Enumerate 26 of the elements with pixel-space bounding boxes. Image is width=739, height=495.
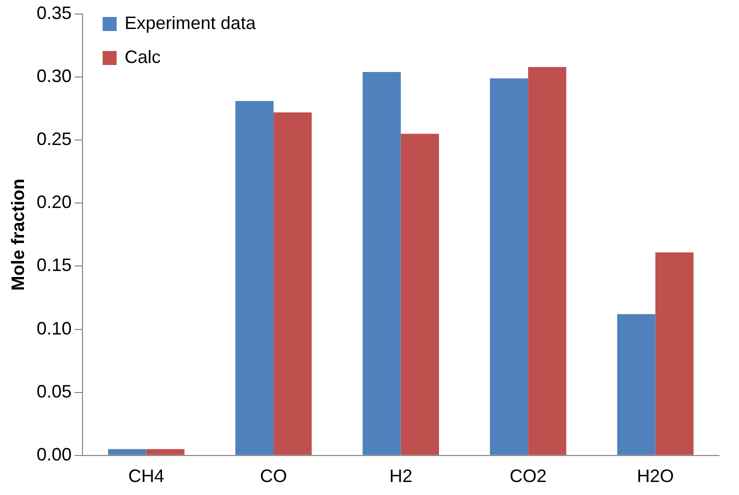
y-tick-label: 0.15 bbox=[36, 255, 72, 276]
x-tick-label: CO2 bbox=[510, 466, 547, 486]
bar bbox=[362, 72, 401, 455]
legend-label: Calc bbox=[124, 46, 161, 67]
legend-label: Experiment data bbox=[124, 12, 257, 33]
x-tick-label: CO bbox=[260, 466, 288, 486]
x-tick-label: H2O bbox=[636, 466, 674, 486]
y-tick-label: 0.05 bbox=[36, 381, 72, 402]
bar bbox=[655, 252, 694, 455]
bar bbox=[235, 101, 274, 455]
bar bbox=[400, 134, 439, 455]
bar bbox=[274, 112, 312, 455]
y-tick-label: 0.00 bbox=[36, 444, 72, 464]
y-tick-label: 0.30 bbox=[36, 66, 72, 86]
x-tick-label: H2 bbox=[389, 466, 412, 486]
y-axis-title: Mole fraction bbox=[8, 178, 28, 291]
y-tick-label: 0.35 bbox=[36, 2, 72, 23]
y-tick-label: 0.20 bbox=[36, 192, 72, 212]
x-tick-label: CH4 bbox=[128, 466, 164, 486]
bar bbox=[617, 314, 656, 455]
bar bbox=[146, 449, 184, 455]
y-tick-label: 0.25 bbox=[36, 129, 72, 150]
y-tick-label: 0.10 bbox=[36, 318, 72, 338]
bar bbox=[108, 449, 146, 455]
bar bbox=[490, 78, 528, 455]
bar bbox=[528, 66, 566, 455]
